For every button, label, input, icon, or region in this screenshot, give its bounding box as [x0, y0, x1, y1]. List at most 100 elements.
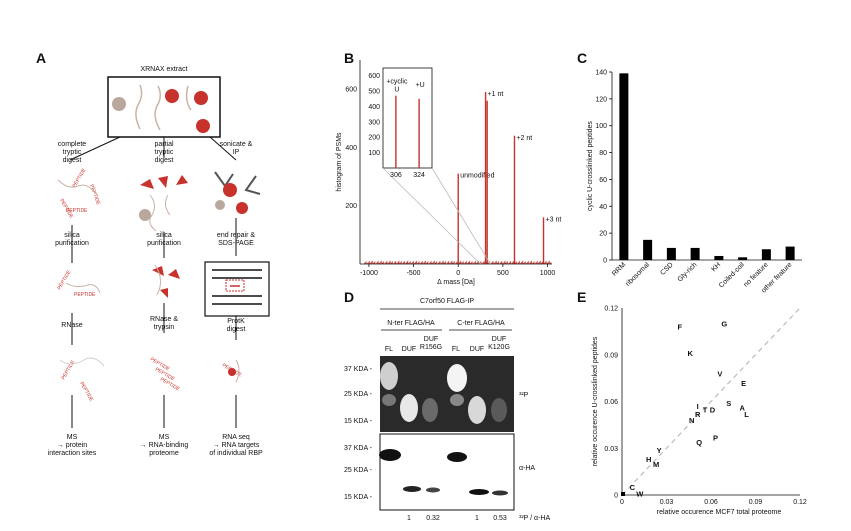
x-tick-label: 0.12 [793, 499, 807, 506]
y-tick-label: 0 [603, 258, 607, 265]
col1-step2: silica purification [55, 232, 89, 247]
inset-x-tick-label: 324 [413, 172, 425, 179]
scatter-point: P [713, 433, 718, 442]
x-tick-label: -1000 [360, 270, 378, 277]
inset-y-tick-label: 100 [368, 150, 380, 157]
inset-connector [431, 167, 491, 265]
x-axis-label: Δ mass [Da] [437, 279, 475, 286]
y-axis-label: histogram of PSMs [336, 132, 343, 192]
col1-step3: RNase [61, 322, 83, 329]
y-tick-label: 400 [345, 145, 357, 152]
marker-bottom-37: 37 KDA - [344, 445, 373, 452]
inset-y-tick-label: 600 [368, 73, 380, 80]
col2-step3: RNase & trypsin [149, 316, 178, 331]
bar [619, 73, 629, 260]
y-tick-label: 40 [599, 204, 607, 211]
extract-title: XRNAX extract [140, 66, 188, 73]
svg-text:PEPTIDE: PEPTIDE [66, 208, 88, 214]
bar [738, 257, 748, 260]
rbp-blob-2 [194, 91, 208, 105]
y-tick-label: 60 [599, 177, 607, 184]
panel-label-e: E [577, 289, 587, 305]
scatter-point: A [739, 404, 745, 413]
y-axis-label: cyclic U-crosslinked peptides [587, 121, 594, 211]
peak-label: +2 nt [516, 135, 532, 142]
bar [666, 247, 676, 260]
peak-label: +3 nt [546, 216, 562, 223]
scatter-point: W [636, 489, 644, 498]
panel-label-a: A [36, 50, 47, 66]
y-tick-label: 0.12 [604, 306, 618, 313]
rbp-blob-1 [165, 89, 179, 103]
inset-x-tick-label: 306 [390, 172, 402, 179]
protein-grey-blob [112, 97, 126, 111]
inset-peak-label: U [394, 87, 399, 94]
marker-top-37: 37 KDA - [344, 366, 373, 373]
svg-text:PEPTIDE: PEPTIDE [74, 292, 96, 298]
label-32p: ³²P [519, 392, 529, 399]
y-tick-label: 20 [599, 231, 607, 238]
y-tick-label: 140 [595, 70, 607, 77]
label-anti-ha: α-HA [519, 465, 536, 472]
scatter-point: D [710, 405, 716, 414]
rbp-blob-3 [196, 119, 210, 133]
col2-output: MS → RNA-binding proteome [139, 434, 189, 457]
ratio-2: 0.32 [426, 515, 440, 522]
bar [785, 246, 795, 260]
col3-step1: sonicate & IP [219, 141, 253, 156]
y-tick-label: 120 [595, 96, 607, 103]
scatter-point: C [630, 483, 636, 492]
lane-1: FL [384, 346, 394, 353]
bar [714, 255, 724, 260]
col2-step2: silica purification [147, 232, 181, 247]
y-tick-label: 200 [345, 203, 357, 210]
ratio-4: 0.53 [493, 515, 507, 522]
x-tick-label: 0.09 [749, 499, 763, 506]
scatter-point: G [721, 320, 727, 329]
ratio-1: 1 [407, 515, 411, 522]
inset-y-tick-label: 300 [368, 119, 380, 126]
scatter-point: S [726, 399, 731, 408]
x-axis-label: relative occurence MCF7 total proteome [657, 509, 782, 516]
x-tick-label: 0 [456, 270, 460, 277]
panel-label-d: D [344, 289, 355, 305]
diagonal-reference-line [621, 307, 801, 496]
scatter-point: L [744, 410, 749, 419]
inset-peak-label: +U [416, 82, 425, 89]
scatter-point: K [688, 349, 694, 358]
x-tick-label: 0.03 [660, 499, 674, 506]
inset-peak-label: +cyclic [386, 79, 408, 86]
marker-top-15: 15 KDA - [344, 418, 373, 425]
scatter-point: F [678, 323, 683, 332]
origin-marker [621, 492, 625, 496]
x-tick-label: 1000 [540, 270, 556, 277]
scatter-point: I [697, 402, 699, 411]
col1-output: MS → protein interaction sites [47, 434, 97, 457]
col3-output: RNA seq → RNA targets of individual RBP [209, 434, 263, 457]
y-tick-label: 0.06 [604, 399, 618, 406]
scatter-point: N [689, 416, 694, 425]
bar [761, 249, 771, 260]
y-tick-label: 0.09 [604, 352, 618, 359]
col1-step1: complete tryptic digest [57, 141, 87, 164]
marker-bottom-15: 15 KDA - [344, 494, 373, 501]
x-tick-label: 0.06 [704, 499, 718, 506]
scatter-point: T [703, 405, 708, 414]
scatter-point: Q [696, 438, 702, 447]
lane-3: DUF R156G [419, 336, 443, 351]
peak-label: +1 nt [488, 91, 504, 98]
bar [643, 239, 653, 260]
peak-label: unmodified [460, 173, 494, 180]
y-axis-label: relative occurence U-crosslinked peptide… [592, 336, 599, 466]
scatter-point: Y [657, 446, 662, 455]
group-c-ter: C-ter FLAG/HA [457, 320, 505, 327]
inset-y-tick-label: 400 [368, 104, 380, 111]
panel-label-b: B [344, 50, 355, 66]
y-tick-label: 0 [614, 493, 618, 500]
inset-connector [382, 167, 481, 265]
autoradiograph [380, 356, 514, 432]
inset-y-tick-label: 500 [368, 89, 380, 96]
marker-bottom-25: 25 KDA - [344, 467, 373, 474]
group-n-ter: N-ter FLAG/HA [387, 320, 435, 327]
